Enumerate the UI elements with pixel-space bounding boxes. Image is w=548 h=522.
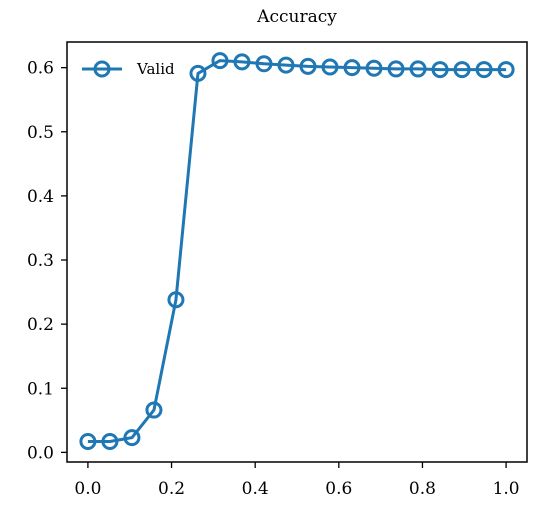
data-point-0-11 — [321, 58, 339, 76]
chart-title: Accuracy — [256, 7, 337, 27]
data-point-0-10 — [299, 57, 317, 75]
data-point-0-14 — [387, 60, 405, 78]
data-point-0-5 — [189, 64, 207, 82]
axes-frame — [66, 41, 528, 463]
x-tick-label-1: 0.2 — [158, 479, 185, 499]
data-point-0-12 — [343, 59, 361, 77]
series-layer — [79, 52, 515, 450]
y-tick-label-6: 0.6 — [27, 59, 54, 79]
data-point-0-1 — [101, 432, 119, 450]
axes: 0.0 0.2 0.4 0.6 0.8 1.0 0.0 0.1 0.2 0.3 0.4 0.5 0.6 — [27, 41, 528, 499]
y-tick-label-0: 0.0 — [27, 443, 54, 463]
data-point-0-17 — [453, 61, 471, 79]
y-tick-label-3: 0.3 — [27, 251, 54, 271]
y-tick-label-2: 0.2 — [27, 315, 54, 335]
x-tick-label-0: 0.0 — [74, 479, 101, 499]
data-point-0-2 — [123, 429, 141, 447]
x-tick-label-5: 1.0 — [493, 479, 520, 499]
data-point-0-9 — [277, 56, 295, 74]
data-point-0-13 — [365, 59, 383, 77]
series-line-0 — [87, 59, 507, 443]
x-tick-label-2: 0.4 — [242, 479, 269, 499]
y-tick-label-5: 0.5 — [27, 123, 54, 143]
data-point-0-16 — [431, 61, 449, 79]
data-point-0-18 — [475, 61, 493, 79]
x-tick-label-4: 0.8 — [409, 479, 436, 499]
data-point-0-6 — [211, 52, 229, 70]
data-point-0-4 — [167, 291, 185, 309]
data-point-0-7 — [233, 53, 251, 71]
data-point-0-0 — [79, 432, 97, 450]
x-tick-label-3: 0.6 — [325, 479, 352, 499]
legend: Valid — [76, 51, 186, 87]
legend-label-valid: Valid — [136, 60, 175, 78]
data-point-0-15 — [409, 60, 427, 78]
data-point-0-19 — [497, 61, 515, 79]
y-tick-label-4: 0.4 — [27, 187, 54, 207]
data-point-0-8 — [255, 55, 273, 73]
legend-marker — [93, 60, 111, 78]
y-tick-label-1: 0.1 — [27, 379, 54, 399]
data-point-0-3 — [145, 401, 163, 419]
